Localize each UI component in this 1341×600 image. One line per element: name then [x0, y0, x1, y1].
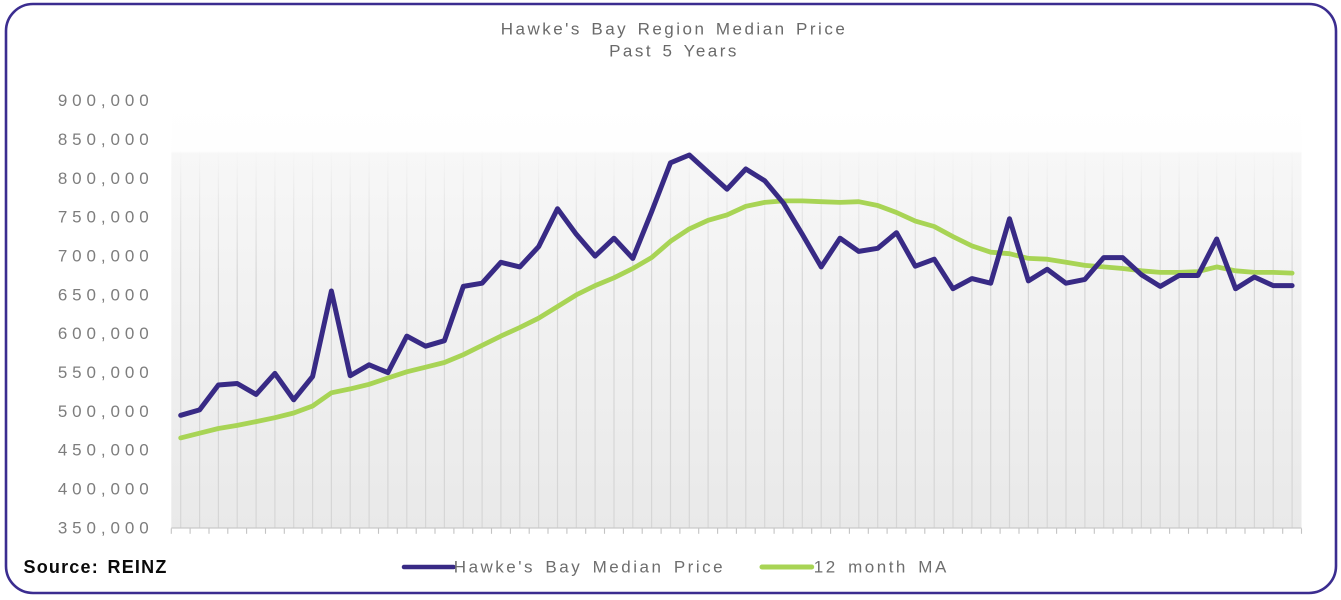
svg-text:850,000: 850,000	[58, 130, 154, 149]
svg-text:400,000: 400,000	[58, 480, 154, 499]
svg-text:550,000: 550,000	[58, 363, 154, 382]
svg-text:500,000: 500,000	[58, 402, 154, 421]
svg-text:Hawke's Bay Median Price: Hawke's Bay Median Price	[454, 557, 725, 576]
svg-text:900,000: 900,000	[58, 91, 154, 110]
svg-text:800,000: 800,000	[58, 169, 154, 188]
svg-text:750,000: 750,000	[58, 208, 154, 227]
svg-text:700,000: 700,000	[58, 246, 154, 265]
svg-text:350,000: 350,000	[58, 518, 154, 537]
svg-text:Source: REINZ: Source: REINZ	[24, 557, 168, 577]
svg-text:650,000: 650,000	[58, 285, 154, 304]
svg-text:12 month MA: 12 month MA	[814, 557, 949, 576]
svg-text:450,000: 450,000	[58, 441, 154, 460]
svg-text:Hawke's Bay Region Median Pric: Hawke's Bay Region Median Price	[501, 20, 848, 39]
svg-text:Past 5 Years: Past 5 Years	[609, 41, 739, 60]
svg-text:600,000: 600,000	[58, 324, 154, 343]
